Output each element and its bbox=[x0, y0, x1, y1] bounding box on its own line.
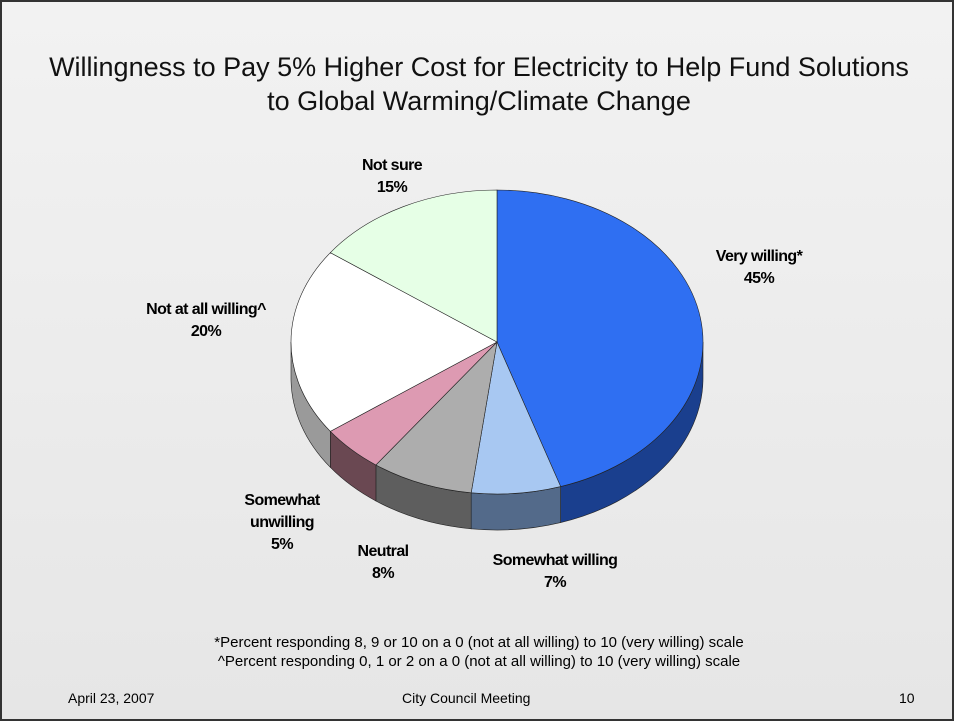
pie-slice bbox=[290, 252, 498, 432]
category-name: Very willing* bbox=[715, 248, 803, 265]
slice-label: Not at all willing^ 20% bbox=[116, 299, 296, 343]
value-label: 8% bbox=[372, 565, 395, 582]
value-label: 20% bbox=[190, 323, 222, 340]
slide-title: Willingness to Pay 5% Higher Cost for El… bbox=[49, 52, 909, 116]
page-number: 10 bbox=[899, 690, 915, 706]
footer-center: City Council Meeting bbox=[402, 690, 531, 706]
category-name: Somewhat unwilling bbox=[244, 492, 320, 531]
category-name: Not at all willing^ bbox=[146, 301, 266, 318]
pie-slice bbox=[496, 189, 704, 487]
value-label: 45% bbox=[743, 270, 775, 287]
slice-label: Not sure 15% bbox=[342, 155, 442, 199]
category-name: Neutral bbox=[357, 543, 410, 560]
value-label: 7% bbox=[544, 574, 567, 591]
value-label: 15% bbox=[376, 179, 408, 196]
footnote: *Percent responding 8, 9 or 10 on a 0 (n… bbox=[214, 634, 744, 651]
slice-label: Somewhat unwilling 5% bbox=[227, 490, 337, 556]
category-name: Not sure bbox=[361, 157, 423, 174]
category-name: Somewhat willing bbox=[492, 552, 618, 569]
pie-slice bbox=[329, 189, 498, 343]
footer-date: April 23, 2007 bbox=[68, 690, 155, 706]
slice-label: Very willing* 45% bbox=[689, 246, 829, 290]
pie-slice bbox=[375, 341, 498, 494]
value-label: 5% bbox=[271, 536, 294, 553]
footnote: ^Percent responding 0, 1 or 2 on a 0 (no… bbox=[217, 653, 741, 670]
slice-label: Neutral 8% bbox=[343, 541, 423, 585]
slice-label: Somewhat willing 7% bbox=[465, 550, 645, 594]
